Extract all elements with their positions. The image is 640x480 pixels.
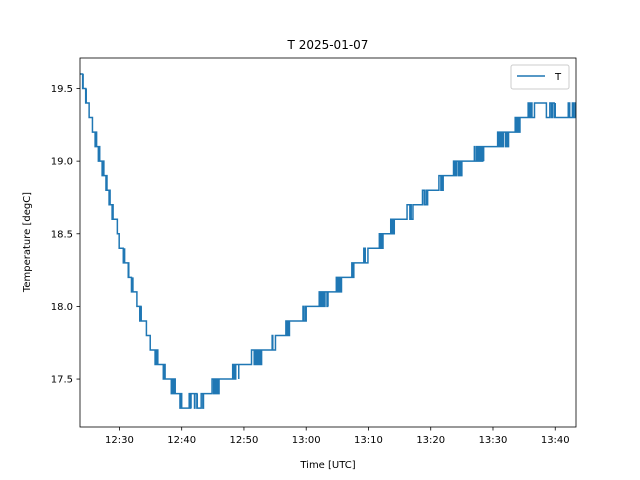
legend-box — [510, 64, 570, 90]
y-tick-label: 18.5 — [51, 229, 73, 240]
legend-label: T — [554, 72, 562, 83]
x-tick-label: 12:40 — [167, 435, 196, 446]
x-tick-label: 13:20 — [416, 435, 445, 446]
plot-area-frame — [79, 57, 577, 428]
y-axis-label: Temperature [degC] — [22, 192, 33, 293]
chart-title: T 2025-01-07 — [287, 38, 369, 52]
x-axis: 12:30 12:40 12:50 13:00 13:10 13:20 13:30 13:40 — [105, 427, 570, 446]
series-line-t — [80, 73, 576, 409]
y-tick-label: 17.5 — [51, 375, 73, 386]
y-axis: 17.5 18.0 18.5 19.0 19.5 — [51, 84, 80, 386]
y-tick-label: 18.0 — [51, 302, 73, 313]
x-axis-label: Time [UTC] — [299, 460, 355, 471]
x-tick-label: 13:30 — [479, 435, 508, 446]
series-layer — [80, 73, 576, 409]
x-tick-label: 13:10 — [354, 435, 383, 446]
y-tick-label: 19.5 — [51, 84, 73, 95]
series-group — [80, 73, 576, 409]
x-tick-label: 13:00 — [292, 435, 321, 446]
x-tick-label: 12:30 — [105, 435, 134, 446]
x-tick-label: 13:40 — [541, 435, 570, 446]
legend: T — [510, 64, 570, 90]
y-tick-label: 19.0 — [51, 157, 73, 168]
x-tick-label: 12:50 — [230, 435, 259, 446]
